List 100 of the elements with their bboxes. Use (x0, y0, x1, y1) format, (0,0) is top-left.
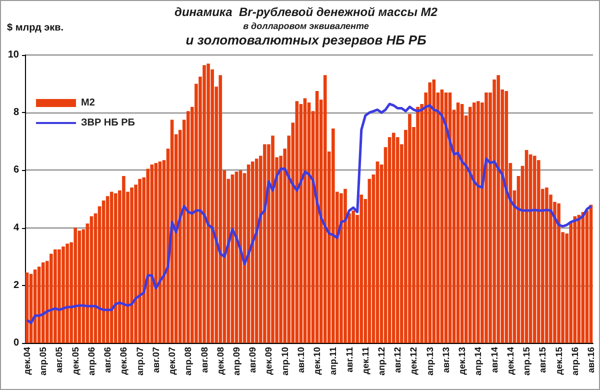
x-tick-label: дек.14 (505, 347, 516, 375)
x-tick-label: дек.04 (22, 347, 32, 375)
bar (528, 154, 532, 343)
x-tick-label: дек.05 (70, 347, 80, 375)
y-tick-label: 8 (13, 107, 20, 118)
bar (408, 114, 412, 343)
x-tick-label: апр.06 (86, 347, 96, 376)
x-tick-label: апр.13 (424, 347, 435, 376)
bar (376, 162, 380, 343)
bar (360, 194, 364, 343)
legend-label: М2 (81, 98, 96, 108)
bar (557, 203, 560, 343)
x-tick-label: апр.15 (522, 347, 532, 376)
bar (37, 266, 41, 343)
bar (589, 204, 593, 343)
bar (150, 164, 154, 343)
bar (271, 136, 274, 343)
bar (41, 262, 45, 343)
x-tick-label: авг.11 (344, 347, 354, 372)
bar (577, 214, 581, 343)
x-tick-label: авг.16 (586, 347, 596, 373)
bar (536, 160, 540, 343)
x-tick-label: апр.10 (280, 347, 290, 376)
bar (472, 102, 476, 343)
bar (492, 79, 496, 343)
y-tick-label: 6 (13, 164, 20, 176)
bar (218, 75, 222, 343)
bar (263, 144, 266, 343)
bar (250, 162, 254, 343)
bar (476, 101, 480, 343)
y-tick-label: 4 (13, 222, 20, 234)
x-tick-label: авг.09 (248, 347, 258, 373)
x-tick-label: дек.15 (554, 347, 564, 375)
x-tick-label: авг.10 (296, 347, 306, 373)
bar (496, 75, 500, 343)
y-tick-label: 2 (13, 280, 20, 291)
legend-label: ЗВР НБ РБ (81, 118, 135, 128)
bar (396, 137, 400, 343)
bar (344, 188, 347, 343)
x-tick-label: авг.12 (392, 347, 403, 373)
bar (545, 187, 548, 343)
bar (74, 228, 78, 343)
bar (62, 246, 65, 343)
bar (368, 178, 372, 343)
bar (524, 150, 528, 343)
x-tick-label: апр.07 (134, 347, 145, 376)
bar (432, 79, 436, 343)
bar (122, 176, 126, 343)
x-tick-label: апр.16 (570, 347, 580, 376)
bar (428, 82, 432, 343)
bar (340, 193, 343, 343)
bar (110, 192, 114, 343)
x-tick-label: дек.06 (118, 347, 129, 375)
x-tick-label: авг.06 (102, 347, 113, 373)
bar (484, 92, 488, 343)
bar (352, 210, 355, 343)
bar (332, 128, 335, 343)
bar (416, 106, 420, 343)
bar (206, 64, 210, 343)
y-tick-label: 0 (13, 338, 20, 348)
bar (323, 75, 327, 343)
bar (54, 249, 57, 343)
x-tick-label: апр.11 (328, 347, 338, 375)
x-tick-label: дек.12 (408, 347, 419, 375)
x-tick-label: дек.09 (264, 347, 274, 375)
x-tick-label: авг.13 (440, 347, 451, 373)
x-tick-label: дек.11 (360, 347, 370, 374)
x-tick-label: авг.08 (199, 347, 210, 373)
bar (254, 158, 258, 343)
bar (202, 65, 206, 343)
bar (66, 244, 69, 343)
bar (504, 91, 508, 343)
x-tick-label: авг.14 (489, 347, 500, 373)
x-tick-label: дек.07 (167, 347, 178, 375)
bar (130, 187, 134, 343)
chart-subtitle: в долларовом эквиваленте и золотовалютных резервов НБ РБ (186, 21, 426, 48)
x-tick-label: апр.08 (183, 347, 194, 376)
x-tick-label: апр.12 (376, 347, 387, 376)
bar (392, 132, 396, 343)
x-tick-label: дек.10 (312, 347, 322, 375)
bar (388, 137, 392, 343)
x-tick-label: апр.05 (38, 347, 48, 376)
x-tick-label: апр.14 (473, 347, 484, 376)
bar (146, 168, 150, 343)
bar (468, 106, 472, 343)
chart-title: динамика Br-рублевой денежной массы М2 (174, 5, 438, 19)
bar (78, 230, 82, 343)
y-axis-title: $ млрд экв. (7, 22, 64, 34)
x-tick-label: апр.09 (231, 347, 242, 376)
bar (138, 178, 142, 343)
x-tick-label: дек.13 (457, 347, 468, 375)
bar (114, 193, 118, 343)
x-tick-label: авг.15 (538, 347, 548, 373)
x-tick-label: авг.07 (150, 347, 161, 373)
y-tick-label: 10 (8, 50, 20, 60)
bar (186, 111, 190, 343)
bar (58, 249, 61, 343)
bar (50, 254, 53, 343)
x-tick-label: дек.08 (215, 347, 226, 375)
bar (573, 216, 577, 343)
